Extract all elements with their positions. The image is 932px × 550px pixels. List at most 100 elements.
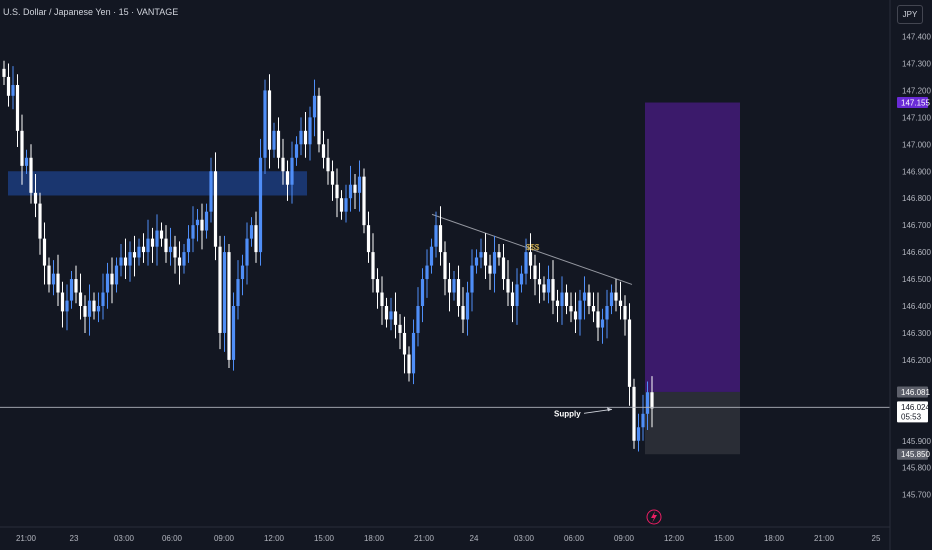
candle (479, 238, 483, 269)
candle (474, 249, 479, 274)
candle (470, 249, 474, 312)
candle-body (20, 130, 24, 166)
x-tick-label: 09:00 (214, 534, 235, 543)
currency-button[interactable]: JPY (897, 5, 923, 24)
candle-body (267, 90, 272, 150)
candle-body (123, 257, 128, 266)
candle-body (182, 252, 186, 266)
price-tag: 146.081 (897, 386, 930, 398)
x-tick-label: 18:00 (764, 534, 785, 543)
candle-body (290, 157, 294, 185)
candle (357, 160, 362, 212)
candle (78, 273, 83, 320)
candle-body (605, 306, 609, 320)
candle (497, 244, 501, 266)
price-tag-box (897, 448, 928, 460)
candle-body (380, 292, 384, 306)
candle-body (96, 306, 101, 312)
candle-body (209, 171, 213, 212)
candle (222, 235, 227, 352)
candle-body (596, 311, 600, 328)
y-tick-label: 145.800 (902, 464, 931, 473)
candle (393, 292, 398, 339)
candle (564, 284, 569, 315)
candle-body (294, 144, 299, 158)
candle (69, 270, 74, 309)
chart-title: U.S. Dollar / Japanese Yen · 15 · VANTAG… (3, 7, 179, 17)
candle (443, 241, 447, 296)
candle-body (497, 252, 501, 258)
candle-body (546, 279, 551, 293)
x-tick-label: 06:00 (564, 534, 585, 543)
candle (308, 106, 312, 161)
candle (488, 254, 492, 290)
candle (168, 227, 173, 266)
candle (560, 276, 564, 325)
supply-arrow-head (607, 407, 612, 412)
candle-body (623, 306, 627, 320)
lightning-icon[interactable] (646, 509, 662, 525)
candle-body (542, 284, 546, 293)
candle-body (74, 279, 78, 293)
candle (312, 79, 317, 137)
candle-body (627, 319, 632, 387)
candle-body (641, 413, 645, 428)
candle (96, 292, 101, 323)
candle (317, 87, 321, 153)
candle (461, 287, 465, 333)
candle (65, 284, 69, 331)
candle (492, 235, 497, 293)
candle-body (366, 225, 371, 253)
candle-body (371, 252, 375, 280)
y-tick-label: 147.400 (902, 33, 931, 42)
candle-body (200, 219, 204, 231)
candle-body (344, 198, 348, 212)
candle-body (515, 284, 519, 306)
candle (335, 168, 339, 218)
candle-body (78, 292, 83, 306)
candle (290, 141, 294, 204)
candle-body (636, 427, 641, 441)
candle-body (231, 306, 236, 360)
candle-body (132, 252, 137, 258)
candle-body (483, 252, 488, 266)
candle-body (191, 225, 195, 239)
candle (542, 276, 546, 301)
y-tick-label: 147.300 (902, 59, 931, 68)
candle (456, 265, 461, 317)
candle-body (551, 279, 555, 301)
candle (227, 244, 231, 368)
y-tick-label: 147.000 (902, 140, 931, 149)
x-tick-label: 21:00 (16, 534, 37, 543)
candle (123, 238, 128, 280)
candle (389, 297, 393, 331)
candle (371, 233, 375, 293)
y-tick-label: 146.900 (902, 167, 931, 176)
candle-body (645, 392, 650, 414)
target-box (645, 102, 740, 392)
candle-body (578, 300, 582, 320)
candle (38, 192, 42, 255)
candle (555, 289, 560, 323)
candle-body (11, 85, 15, 96)
candle-body (195, 219, 200, 226)
candle (465, 281, 470, 336)
candle-body (587, 292, 591, 306)
candle-body (569, 306, 573, 312)
candle-body (537, 279, 542, 285)
candle (42, 222, 47, 285)
candle (272, 122, 276, 158)
candle (294, 136, 299, 166)
candle-body (420, 279, 425, 306)
candle-body (528, 252, 533, 266)
candle-body (249, 225, 254, 239)
candle-body (276, 130, 281, 158)
price-tag: 145.850 (897, 448, 930, 460)
candle-body (389, 311, 393, 320)
candle (339, 190, 344, 220)
candle-body (51, 273, 56, 285)
candle (618, 281, 623, 320)
candle (380, 276, 384, 325)
candle (177, 241, 182, 285)
